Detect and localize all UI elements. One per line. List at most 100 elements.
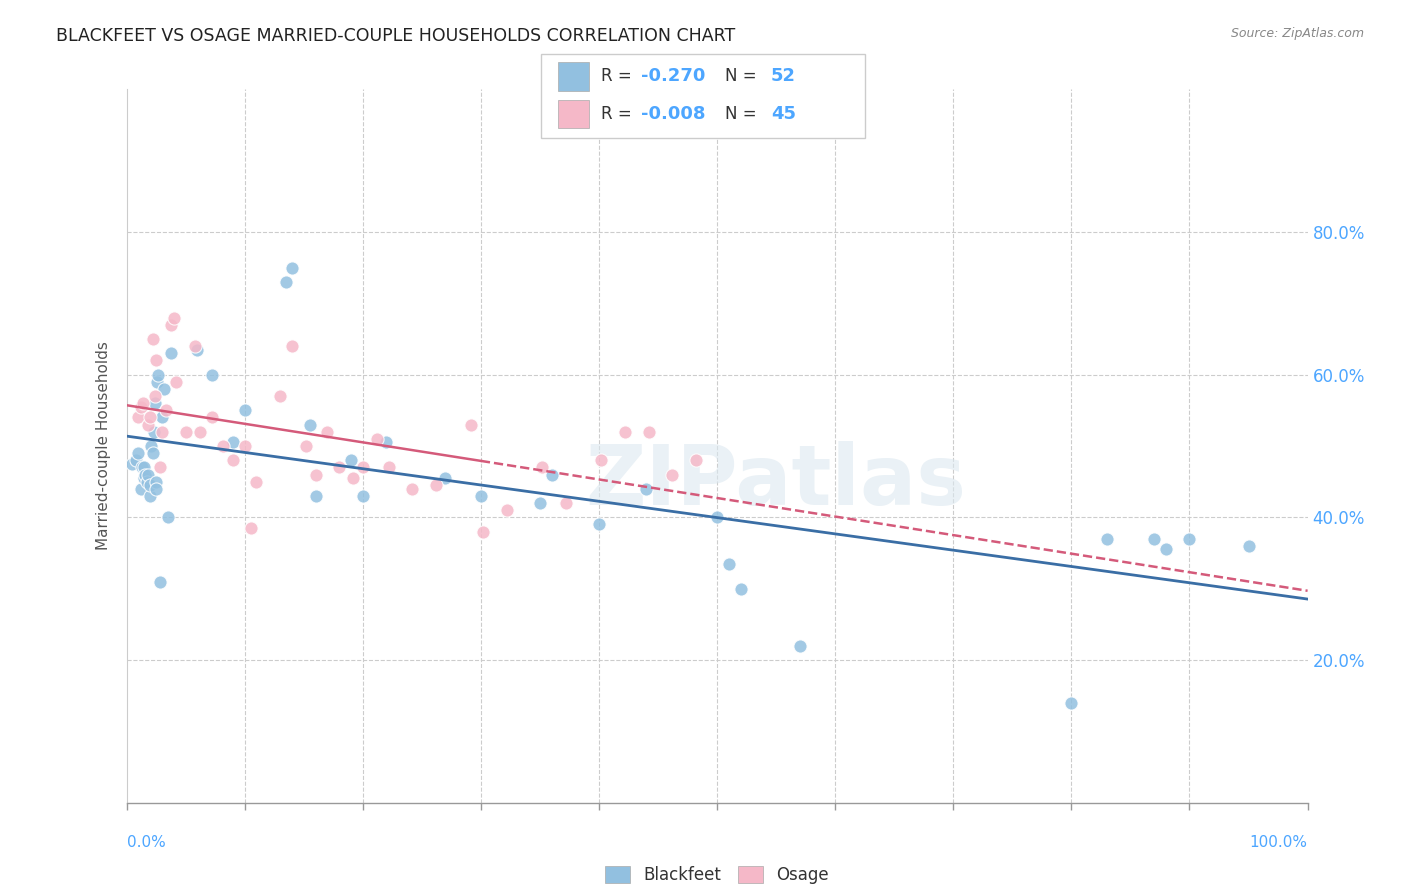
Point: [149, 460, 172, 475]
Point: [163, 310, 186, 325]
Point: [141, 446, 163, 460]
Point: [685, 453, 707, 467]
Point: [239, 521, 262, 535]
Point: [222, 435, 245, 450]
Point: [434, 471, 457, 485]
Bar: [558, 62, 589, 91]
Point: [540, 467, 562, 482]
Point: [142, 425, 165, 439]
Point: [495, 503, 517, 517]
Text: 45: 45: [770, 105, 796, 123]
Point: [145, 475, 167, 489]
Point: [304, 489, 326, 503]
Point: [150, 425, 173, 439]
Point: [340, 453, 363, 467]
Point: [470, 489, 492, 503]
Bar: [558, 100, 589, 128]
Point: [375, 435, 398, 450]
Point: [149, 574, 172, 589]
Point: [233, 403, 256, 417]
Point: [637, 425, 659, 439]
Point: [636, 482, 658, 496]
Point: [200, 368, 222, 382]
Text: -0.008: -0.008: [641, 105, 706, 123]
Point: [150, 410, 173, 425]
Point: [146, 375, 169, 389]
Point: [155, 403, 177, 417]
Point: [134, 467, 156, 482]
Point: [281, 260, 304, 275]
Point: [730, 582, 752, 596]
Point: [160, 318, 183, 332]
Point: [143, 389, 166, 403]
Point: [156, 510, 179, 524]
Text: R =: R =: [600, 67, 637, 85]
Point: [145, 353, 167, 368]
Point: [233, 439, 256, 453]
Point: [1237, 539, 1260, 553]
Point: [328, 460, 350, 475]
Point: [125, 453, 148, 467]
Point: [143, 396, 166, 410]
Point: [212, 439, 235, 453]
Point: [127, 410, 149, 425]
Point: [274, 275, 297, 289]
Point: [160, 346, 183, 360]
Y-axis label: Married-couple Households: Married-couple Households: [96, 342, 111, 550]
Point: [425, 478, 447, 492]
Point: [401, 482, 423, 496]
Point: [139, 478, 162, 492]
Point: [295, 439, 318, 453]
Point: [136, 417, 159, 432]
Point: [145, 482, 167, 496]
Point: [121, 457, 143, 471]
Point: [554, 496, 576, 510]
Point: [131, 460, 153, 475]
Text: 100.0%: 100.0%: [1250, 836, 1308, 850]
Point: [298, 417, 321, 432]
Point: [342, 471, 364, 485]
Point: [188, 425, 211, 439]
Point: [269, 389, 291, 403]
Text: -0.270: -0.270: [641, 67, 706, 85]
Point: [588, 517, 610, 532]
Point: [613, 425, 636, 439]
Legend: Blackfeet, Osage: Blackfeet, Osage: [599, 859, 835, 891]
Point: [789, 639, 811, 653]
Point: [132, 396, 155, 410]
Point: [165, 375, 187, 389]
Point: [139, 489, 162, 503]
Point: [153, 382, 176, 396]
Point: [531, 460, 554, 475]
Point: [529, 496, 551, 510]
Point: [174, 425, 197, 439]
Point: [717, 557, 740, 571]
Point: [352, 489, 374, 503]
Point: [591, 453, 613, 467]
Point: [186, 343, 208, 357]
Point: [139, 410, 162, 425]
Point: [135, 475, 157, 489]
Point: [1143, 532, 1166, 546]
Text: 0.0%: 0.0%: [127, 836, 166, 850]
Text: Source: ZipAtlas.com: Source: ZipAtlas.com: [1230, 27, 1364, 40]
Point: [245, 475, 267, 489]
Text: ZIPatlas: ZIPatlas: [586, 442, 966, 522]
Point: [352, 460, 374, 475]
Point: [148, 368, 170, 382]
Point: [134, 471, 156, 485]
Point: [136, 467, 159, 482]
Text: 52: 52: [770, 67, 796, 85]
Point: [141, 439, 163, 453]
Point: [472, 524, 495, 539]
Point: [1095, 532, 1118, 546]
Text: N =: N =: [724, 105, 762, 123]
Point: [366, 432, 388, 446]
Point: [141, 332, 163, 346]
Point: [304, 467, 326, 482]
Point: [377, 460, 399, 475]
Text: N =: N =: [724, 67, 762, 85]
Point: [316, 425, 339, 439]
Text: BLACKFEET VS OSAGE MARRIED-COUPLE HOUSEHOLDS CORRELATION CHART: BLACKFEET VS OSAGE MARRIED-COUPLE HOUSEH…: [56, 27, 735, 45]
Point: [129, 482, 152, 496]
